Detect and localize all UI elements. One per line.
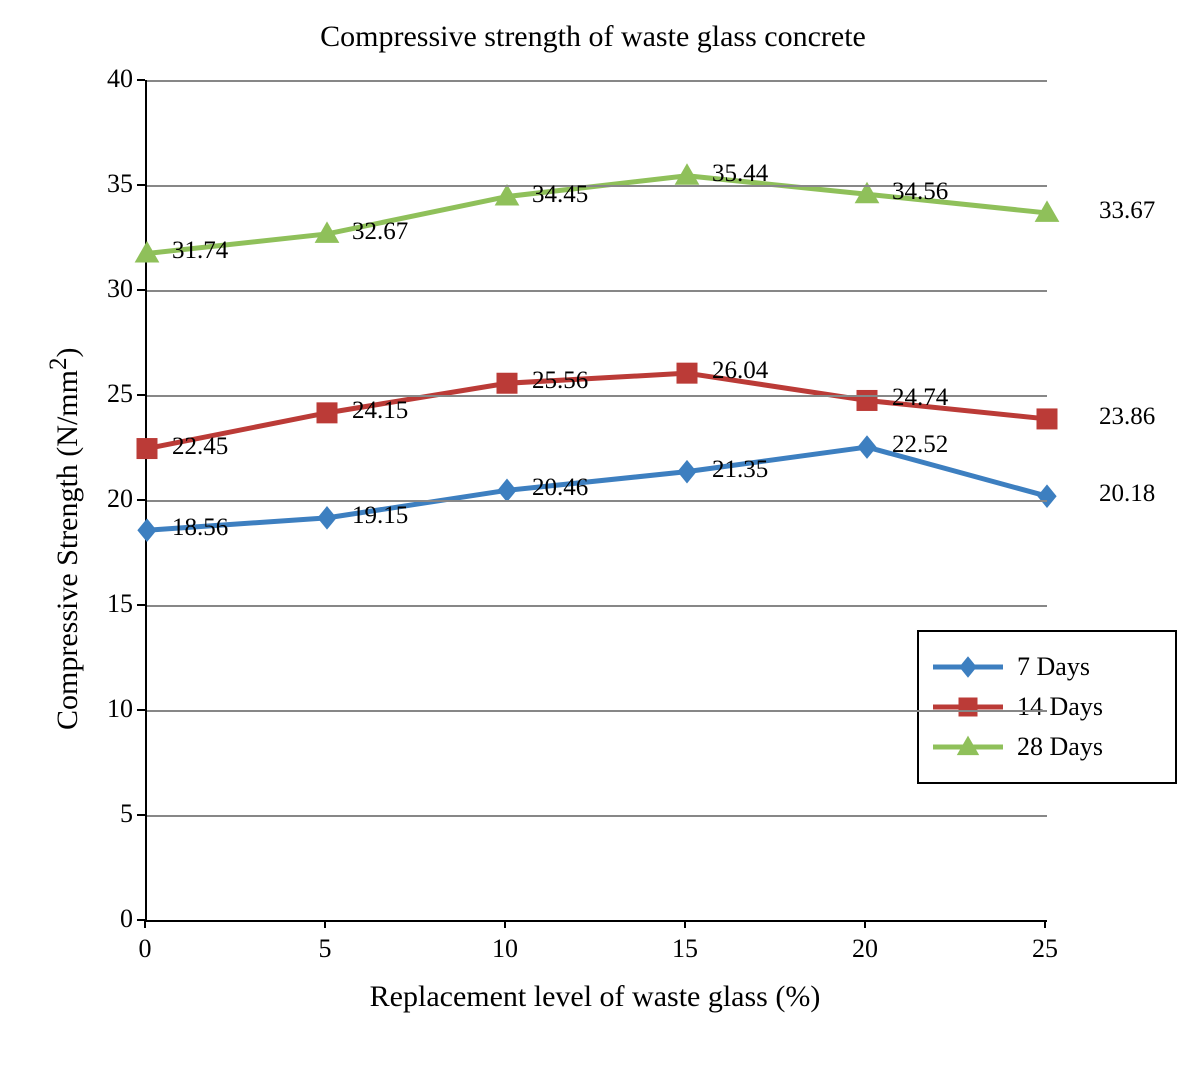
data-label: 22.52 [892, 431, 948, 459]
series-marker [1038, 485, 1056, 507]
y-tick [137, 79, 145, 81]
legend-marker-icon [956, 735, 980, 759]
x-tick [324, 920, 326, 928]
data-label: 24.74 [892, 384, 948, 412]
legend-item: 28 Days [933, 732, 1161, 762]
x-tick [864, 920, 866, 928]
data-label: 32.67 [352, 218, 408, 246]
data-label: 22.45 [172, 433, 228, 461]
x-tick-label: 25 [1032, 934, 1058, 964]
gridline [147, 710, 1047, 712]
y-tick [137, 184, 145, 186]
data-label: 34.56 [892, 178, 948, 206]
data-label: 23.86 [1099, 403, 1155, 431]
x-tick-label: 20 [852, 934, 878, 964]
data-label: 26.04 [712, 357, 768, 385]
legend-marker-icon [956, 655, 980, 679]
y-tick [137, 499, 145, 501]
y-tick [137, 814, 145, 816]
series-marker [858, 436, 876, 458]
data-label: 20.18 [1099, 480, 1155, 508]
gridline [147, 80, 1047, 82]
series-marker [677, 363, 697, 383]
legend-label: 28 Days [1017, 732, 1103, 762]
gridline [147, 605, 1047, 607]
x-axis-label: Replacement level of waste glass (%) [145, 980, 1045, 1014]
chart-container: Compressive strength of waste glass conc… [0, 0, 1186, 1072]
gridline [147, 500, 1047, 502]
chart-title: Compressive strength of waste glass conc… [0, 20, 1186, 54]
series-line [147, 447, 1047, 530]
x-tick [1044, 920, 1046, 928]
legend-item: 14 Days [933, 692, 1161, 722]
data-label: 20.46 [532, 474, 588, 502]
x-tick [504, 920, 506, 928]
x-tick-label: 15 [672, 934, 698, 964]
data-label: 21.35 [712, 456, 768, 484]
legend-label: 14 Days [1017, 692, 1103, 722]
y-tick-label: 25 [73, 379, 133, 409]
y-tick [137, 289, 145, 291]
legend-label: 7 Days [1017, 652, 1090, 682]
x-tick [684, 920, 686, 928]
data-label: 35.44 [712, 160, 768, 188]
gridline [147, 290, 1047, 292]
data-label: 33.67 [1099, 197, 1155, 225]
data-label: 19.15 [352, 502, 408, 530]
y-tick-label: 15 [73, 589, 133, 619]
series-marker [857, 390, 877, 410]
y-tick [137, 604, 145, 606]
y-tick-label: 40 [73, 64, 133, 94]
series-marker [317, 403, 337, 423]
plot-area: 7 Days14 Days28 Days 18.5619.1520.4621.3… [145, 80, 1047, 922]
x-tick-label: 10 [492, 934, 518, 964]
y-tick [137, 709, 145, 711]
series-marker [1037, 409, 1057, 429]
y-tick-label: 0 [73, 904, 133, 934]
y-tick-label: 35 [73, 169, 133, 199]
y-tick [137, 394, 145, 396]
data-label: 31.74 [172, 237, 228, 265]
legend: 7 Days 14 Days 28 Days [917, 630, 1177, 784]
x-tick-label: 0 [139, 934, 152, 964]
data-label: 24.15 [352, 397, 408, 425]
y-tick-label: 10 [73, 694, 133, 724]
y-tick-label: 5 [73, 799, 133, 829]
y-tick-label: 30 [73, 274, 133, 304]
series-marker [498, 479, 516, 501]
legend-item: 7 Days [933, 652, 1161, 682]
data-label: 34.45 [532, 181, 588, 209]
data-label: 18.56 [172, 514, 228, 542]
x-tick [144, 920, 146, 928]
series-marker [318, 507, 336, 529]
series-marker [138, 519, 156, 541]
series-marker [137, 439, 157, 459]
data-label: 25.56 [532, 367, 588, 395]
gridline [147, 815, 1047, 817]
series-marker [497, 373, 517, 393]
legend-marker-icon [956, 695, 980, 719]
y-tick-label: 20 [73, 484, 133, 514]
series-marker [678, 461, 696, 483]
x-tick-label: 5 [319, 934, 332, 964]
